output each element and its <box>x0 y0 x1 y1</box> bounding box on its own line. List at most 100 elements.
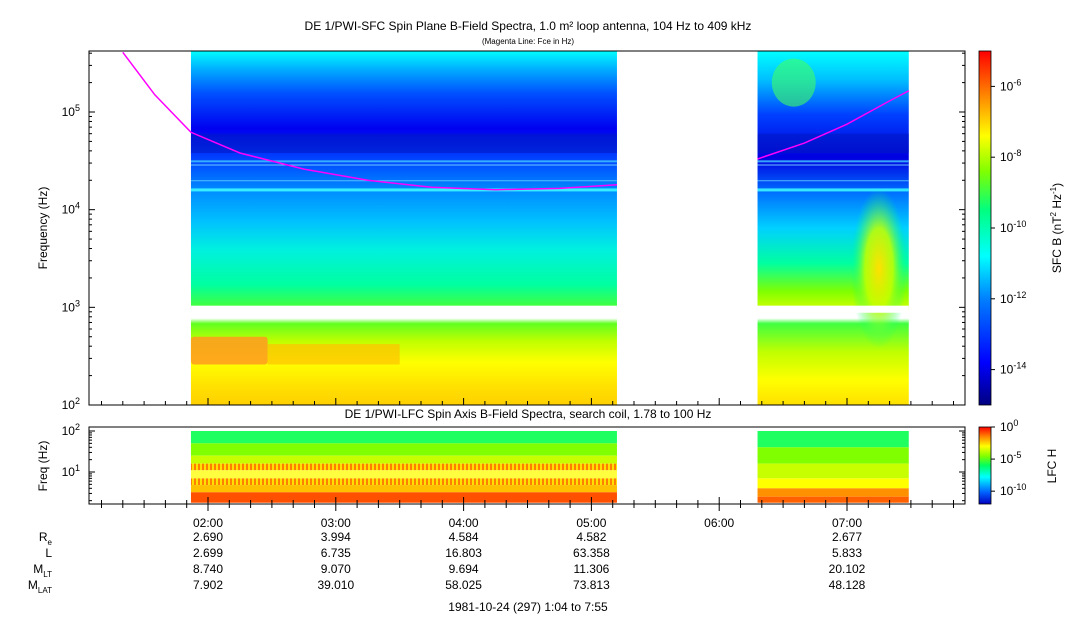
top-colorbar-tick-label-0: 10-6 <box>1000 77 1021 93</box>
top-colorbar-label-mid: Hz <box>1050 194 1064 212</box>
bottom-colorbar-tick-label-2-exponent: -10 <box>1013 482 1026 492</box>
ephemeris-row-label-main: R <box>39 530 48 544</box>
ephemeris-row-label-sub: LT <box>43 570 52 579</box>
top-colorbar-label-end: ) <box>1050 183 1064 187</box>
top-colorbar <box>978 50 992 406</box>
sfc-line-a0 <box>190 160 617 163</box>
bottom-y-axis-label: Freq (Hz) <box>36 441 50 492</box>
top-colorbar-tick-label-4-mantissa: 10 <box>1000 363 1014 377</box>
ephemeris-value: 11.306 <box>573 562 609 576</box>
ephemeris-row-label-main: M <box>28 578 38 592</box>
top-y-tick-label-0: 102 <box>62 396 80 412</box>
ephemeris-row-label-sub: e <box>48 538 53 547</box>
sfc-burst-upper <box>771 58 816 107</box>
time-tick-label-5: 07:00 <box>832 516 862 530</box>
bottom-colorbar-tick-label-1-exponent: -5 <box>1013 450 1021 460</box>
ephemeris-value: 16.803 <box>445 546 482 560</box>
top-y-tick-label-0-mantissa: 10 <box>62 398 76 412</box>
ephemeris-value: 2.699 <box>193 546 223 560</box>
top-colorbar-tick-label-2-mantissa: 10 <box>1000 221 1014 235</box>
ephemeris-value: 20.102 <box>829 562 866 576</box>
ephemeris-value: 9.694 <box>449 562 479 576</box>
ephemeris-value: 4.582 <box>576 530 606 544</box>
ephemeris-row-label-3: MLAT <box>28 578 52 595</box>
lfc-band-1-3 <box>190 463 617 471</box>
ephemeris-value: 9.070 <box>321 562 351 576</box>
ephemeris-row-label-main: L <box>45 546 52 560</box>
top-y-tick-label-3-exponent: 5 <box>75 103 80 113</box>
lfc-band-1-4 <box>190 470 617 479</box>
sfc-orange-patch <box>190 336 268 365</box>
time-axis <box>89 398 965 511</box>
top-colorbar-tick-label-2: 10-10 <box>1000 219 1026 235</box>
top-colorbar-tick-label-2-exponent: -10 <box>1013 219 1026 229</box>
top-chart-subtitle: (Magenta Line: Fce in Hz) <box>482 37 574 46</box>
lfc-band-2-5 <box>757 496 909 503</box>
sfc-line-b1 <box>757 164 909 166</box>
sfc-line-b2 <box>757 188 909 192</box>
top-colorbar-tick-label-3: 10-12 <box>1000 290 1026 306</box>
ephemeris-value: 7.902 <box>193 578 223 592</box>
ephemeris-value: 63.358 <box>573 546 610 560</box>
top-y-tick-label-3-mantissa: 10 <box>62 105 76 119</box>
top-spectrogram <box>122 51 910 405</box>
lfc-band-1-2 <box>190 455 617 464</box>
sfc-gap-2 <box>757 305 909 313</box>
bottom-y-tick-label-1: 102 <box>62 422 80 438</box>
lfc-band-2-1 <box>757 447 909 464</box>
bottom-y-tick-label-1-mantissa: 10 <box>62 424 76 438</box>
bottom-chart-title: DE 1/PWI-LFC Spin Axis B-Field Spectra, … <box>345 407 712 421</box>
top-colorbar-tick-label-1-exponent: -8 <box>1013 148 1021 158</box>
ephemeris-value: 5.833 <box>832 546 862 560</box>
top-colorbar-label-sup2: -1 <box>1049 186 1058 194</box>
top-y-tick-label-2-exponent: 4 <box>75 201 80 211</box>
lfc-band-2-2 <box>757 463 909 479</box>
sfc-line-a3 <box>190 180 617 182</box>
top-colorbar-tick-label-4-exponent: -14 <box>1013 361 1026 371</box>
bottom-colorbar-tick-label-0: 100 <box>1000 418 1018 434</box>
ephemeris-value: 39.010 <box>317 578 354 592</box>
sfc-dark-band-2 <box>757 133 909 154</box>
top-colorbar-tick-label-1: 10-8 <box>1000 148 1021 164</box>
bottom-y-tick-label-0: 101 <box>62 463 80 479</box>
bottom-colorbar-label: LFC H <box>1045 449 1059 484</box>
top-colorbar-tick-label-4: 10-14 <box>1000 361 1026 377</box>
sfc-burst <box>850 188 907 349</box>
ephemeris-value: 3.994 <box>321 530 351 544</box>
top-y-tick-label-1-mantissa: 10 <box>62 300 76 314</box>
top-y-tick-label-2: 104 <box>62 201 80 217</box>
lfc-band-1-0 <box>190 431 617 444</box>
ephemeris-value: 48.128 <box>829 578 866 592</box>
bottom-y-tick-label-1-exponent: 2 <box>75 422 80 432</box>
ephemeris-row-label-1: L <box>45 546 52 560</box>
ephemeris-row-label-sub: LAT <box>38 586 52 595</box>
sfc-orange-tail <box>267 344 400 365</box>
time-tick-label-2: 04:00 <box>449 516 479 530</box>
top-colorbar-tick-label-1-mantissa: 10 <box>1000 150 1014 164</box>
bottom-colorbar-tick-label-0-mantissa: 10 <box>1000 420 1014 434</box>
fce-line-segment-2 <box>757 90 910 160</box>
bottom-colorbar-tick-label-2: 10-10 <box>1000 482 1026 498</box>
sfc-gap-1 <box>190 305 617 313</box>
ephemeris-row-label-2: MLT <box>33 562 52 579</box>
lfc-band-1-1 <box>190 443 617 456</box>
bottom-spectrogram <box>190 431 909 503</box>
top-y-axis-label: Frequency (Hz) <box>36 187 50 270</box>
sfc-line-b0 <box>757 160 909 163</box>
time-tick-label-0: 02:00 <box>193 516 223 530</box>
sfc-line-a2 <box>190 188 617 192</box>
ephemeris-value: 4.584 <box>449 530 479 544</box>
top-chart-title: DE 1/PWI-SFC Spin Plane B-Field Spectra,… <box>305 19 752 33</box>
bottom-colorbar <box>978 426 992 505</box>
lfc-band-1-6 <box>190 485 617 493</box>
top-colorbar-tick-label-0-exponent: -6 <box>1013 77 1021 87</box>
bottom-colorbar-tick-label-1: 10-5 <box>1000 450 1021 466</box>
ephemeris-value: 58.025 <box>445 578 482 592</box>
ephemeris-row-label-main: M <box>33 562 43 576</box>
top-y-tick-label-3: 105 <box>62 103 80 119</box>
bottom-colorbar-tick-label-1-mantissa: 10 <box>1000 452 1014 466</box>
bottom-y-tick-label-0-exponent: 1 <box>75 463 80 473</box>
